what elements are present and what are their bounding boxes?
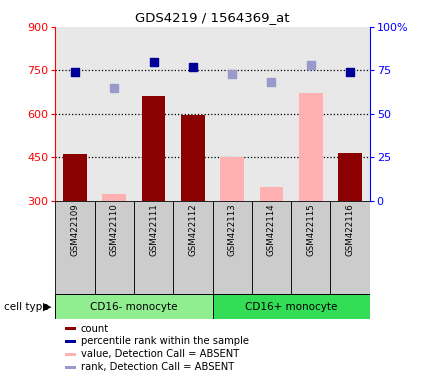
- Bar: [212, 27, 252, 200]
- Bar: [220, 157, 244, 200]
- Bar: [212, 200, 252, 294]
- Bar: [134, 27, 173, 200]
- Point: [71, 69, 78, 75]
- Bar: [291, 200, 331, 294]
- Text: CD16+ monocyte: CD16+ monocyte: [245, 301, 337, 311]
- Text: GSM422116: GSM422116: [346, 203, 354, 256]
- Point: [268, 79, 275, 86]
- Bar: [134, 200, 173, 294]
- Text: GSM422115: GSM422115: [306, 203, 315, 256]
- Point: [150, 58, 157, 65]
- Text: cell type: cell type: [4, 301, 49, 311]
- Text: GSM422110: GSM422110: [110, 203, 119, 256]
- Bar: [331, 27, 370, 200]
- Text: ▶: ▶: [42, 301, 51, 311]
- Text: GSM422114: GSM422114: [267, 203, 276, 256]
- Text: count: count: [81, 324, 109, 334]
- Text: GSM422111: GSM422111: [149, 203, 158, 256]
- Text: value, Detection Call = ABSENT: value, Detection Call = ABSENT: [81, 349, 239, 359]
- Bar: [181, 115, 205, 200]
- Bar: [65, 366, 76, 369]
- Bar: [173, 200, 212, 294]
- Bar: [65, 340, 76, 343]
- Bar: [299, 93, 323, 200]
- Bar: [331, 200, 370, 294]
- Title: GDS4219 / 1564369_at: GDS4219 / 1564369_at: [135, 11, 290, 24]
- Bar: [65, 327, 76, 330]
- Bar: [260, 187, 283, 200]
- Text: GSM422113: GSM422113: [228, 203, 237, 256]
- Bar: [55, 294, 212, 319]
- Point: [111, 84, 118, 91]
- Bar: [55, 200, 94, 294]
- Bar: [338, 153, 362, 200]
- Bar: [94, 27, 134, 200]
- Bar: [291, 27, 331, 200]
- Bar: [173, 27, 212, 200]
- Point: [190, 64, 196, 70]
- Bar: [63, 154, 87, 200]
- Bar: [252, 27, 291, 200]
- Point: [347, 69, 354, 75]
- Bar: [65, 353, 76, 356]
- Bar: [212, 294, 370, 319]
- Text: rank, Detection Call = ABSENT: rank, Detection Call = ABSENT: [81, 362, 234, 372]
- Text: GSM422109: GSM422109: [71, 203, 79, 256]
- Bar: [102, 194, 126, 200]
- Text: percentile rank within the sample: percentile rank within the sample: [81, 336, 249, 346]
- Point: [229, 71, 235, 77]
- Bar: [55, 27, 94, 200]
- Text: GSM422112: GSM422112: [188, 203, 197, 256]
- Text: CD16- monocyte: CD16- monocyte: [90, 301, 178, 311]
- Bar: [252, 200, 291, 294]
- Bar: [142, 96, 165, 200]
- Point: [307, 62, 314, 68]
- Bar: [94, 200, 134, 294]
